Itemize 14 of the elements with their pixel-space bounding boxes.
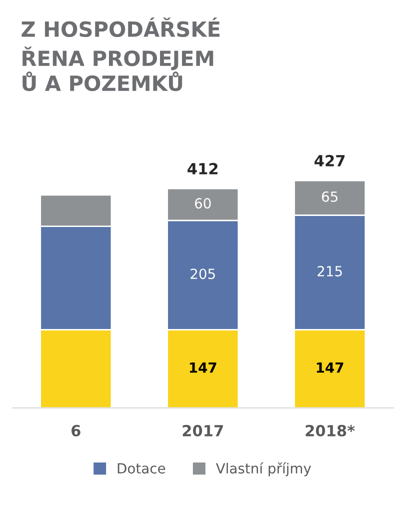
x-tick-label: 6	[72, 424, 80, 436]
data-label: 65	[322, 191, 338, 202]
total-label: 427	[314, 154, 345, 166]
legend-label: Dotace	[118, 463, 166, 474]
legend-label: Vlastní příjmy	[216, 462, 312, 476]
x-tick-label: 2017	[182, 424, 223, 436]
data-label: 147	[316, 362, 344, 373]
x-tick-label: 2018*	[306, 424, 355, 436]
data-label: 215	[318, 266, 342, 276]
total-label: 412	[188, 162, 218, 174]
chart-title: Z HOSPODÁŘSKÉ ŘENA PRODEJEM Ů A POZEMKŮ	[22, 17, 220, 92]
data-label: 60	[194, 198, 211, 209]
data-label: 147	[190, 362, 216, 373]
data-label: 205	[190, 268, 215, 280]
